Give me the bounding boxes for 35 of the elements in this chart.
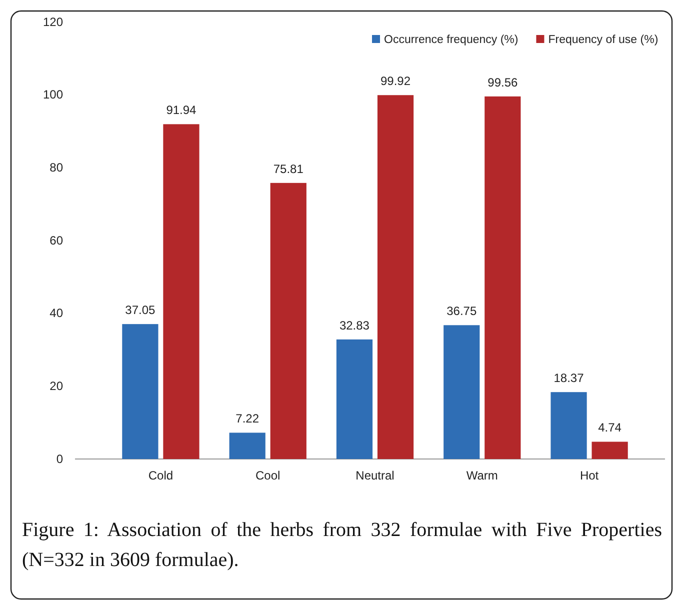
bar (163, 124, 200, 459)
y-tick-label: 40 (50, 306, 64, 320)
x-tick-label: Neutral (356, 468, 394, 483)
x-tick-label: Hot (580, 468, 600, 483)
data-label: 7.22 (236, 412, 260, 426)
legend-label: Occurrence frequency (%) (384, 34, 518, 46)
data-label: 37.05 (125, 303, 156, 318)
y-tick-label: 120 (42, 14, 64, 29)
data-label: 4.74 (598, 420, 622, 435)
bar (122, 324, 158, 459)
x-tick-label: Cold (148, 468, 174, 483)
bar (270, 182, 306, 459)
bar (550, 392, 587, 459)
y-tick-label: 100 (42, 88, 64, 102)
y-tick-label: 60 (50, 233, 64, 248)
data-label: 75.81 (273, 162, 304, 176)
bar (484, 96, 521, 459)
data-label: 99.92 (380, 74, 411, 88)
data-label: 91.94 (166, 103, 197, 118)
x-tick-label: Cool (256, 468, 280, 483)
y-tick-label: 0 (56, 452, 64, 466)
caption: Figure 1: Association of the herbs from 332 formulae with Five Properties (N=332 in 3609 formulae). (22, 518, 662, 573)
x-tick-label: Warm (466, 468, 498, 483)
bar (377, 95, 414, 459)
bar (444, 325, 480, 459)
data-label: 99.56 (488, 75, 518, 90)
bar (229, 432, 266, 459)
bar (336, 339, 373, 459)
data-label: 36.75 (446, 304, 477, 318)
data-label: 32.83 (339, 318, 370, 332)
data-label: 18.37 (554, 371, 584, 386)
bar (592, 442, 628, 459)
y-tick-label: 20 (50, 379, 64, 394)
y-tick-label: 80 (50, 160, 64, 175)
legend-label: Frequency of use (%) (548, 34, 658, 46)
